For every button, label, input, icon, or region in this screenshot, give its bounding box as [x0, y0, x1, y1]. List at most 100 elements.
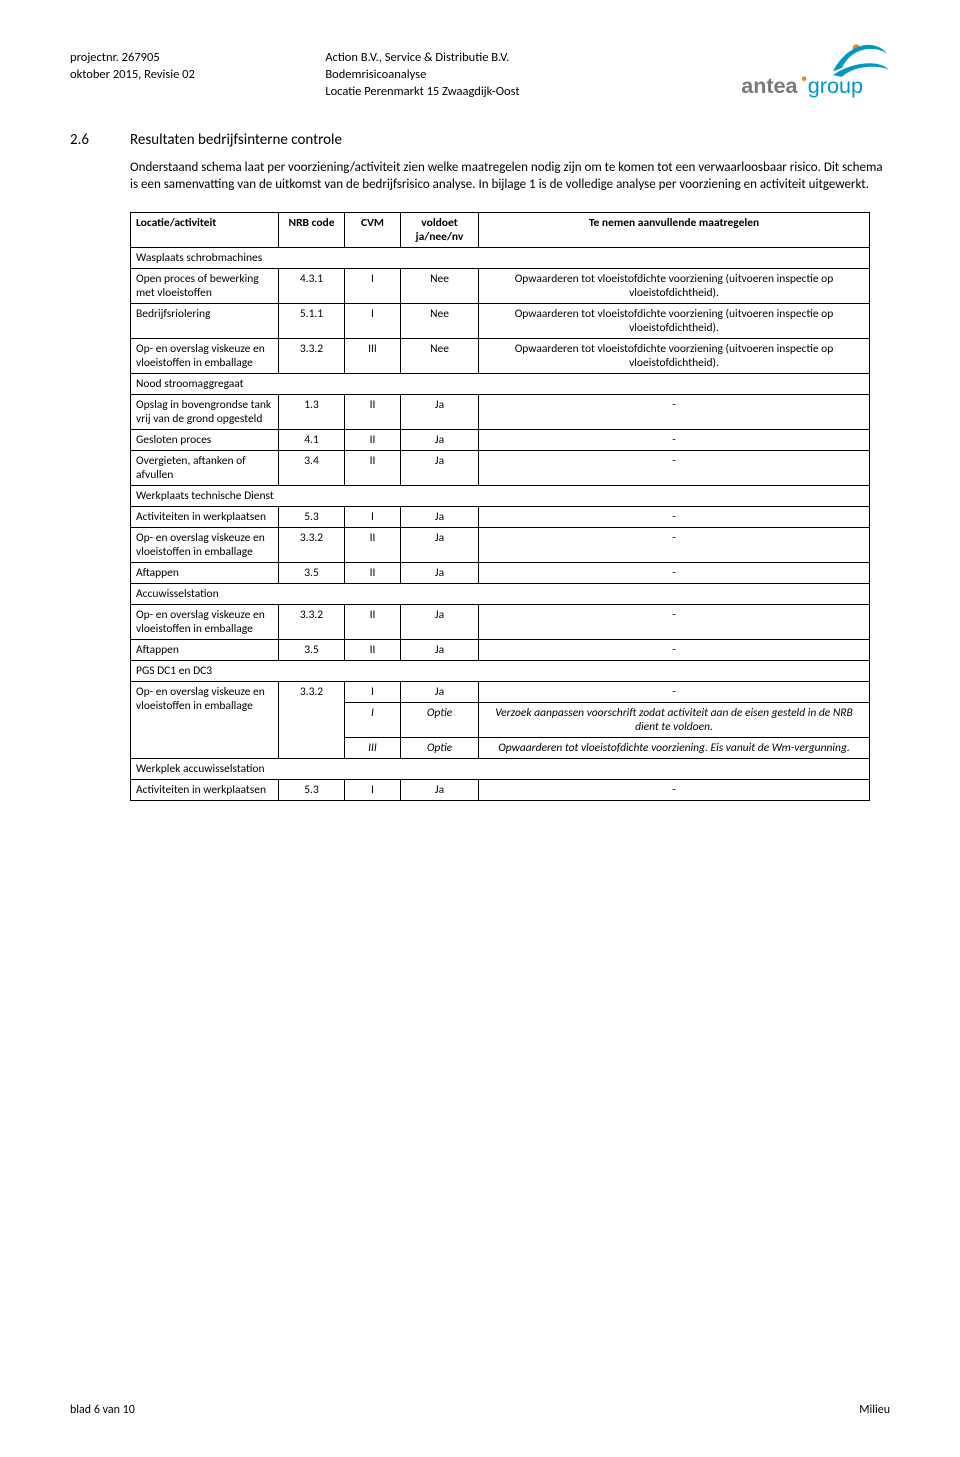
- cell-voldoet: Ja: [401, 450, 479, 485]
- cell-cvm: I: [345, 681, 401, 702]
- col-cvm: CVM: [345, 212, 401, 247]
- cell-voldoet: Nee: [401, 338, 479, 373]
- cell-cvm: III: [345, 338, 401, 373]
- results-table: Locatie/activiteit NRB code CVM voldoet …: [130, 212, 870, 801]
- col-voldoet: voldoet ja/nee/nv: [401, 212, 479, 247]
- cell-activiteit: Overgieten, aftanken of afvullen: [131, 450, 279, 485]
- cell-activiteit: Gesloten proces: [131, 429, 279, 450]
- cell-maatregelen: -: [479, 394, 870, 429]
- table-row: Op- en overslag viskeuze en vloeistoffen…: [131, 681, 870, 702]
- cell-voldoet: Ja: [401, 681, 479, 702]
- cell-voldoet: Ja: [401, 562, 479, 583]
- location: Locatie Perenmarkt 15 Zwaagdijk-Oost: [325, 84, 519, 101]
- table-row: Op- en overslag viskeuze en vloeistoffen…: [131, 527, 870, 562]
- cell-activiteit: Aftappen: [131, 562, 279, 583]
- table-group-header: Werkplek accuwisselstation: [131, 758, 870, 779]
- table-row: Aftappen3.5IIJa-: [131, 562, 870, 583]
- cell-nrb: 3.3.2: [279, 604, 345, 639]
- cell-voldoet: Nee: [401, 268, 479, 303]
- cell-maatregelen: -: [479, 450, 870, 485]
- cell-activiteit: Aftappen: [131, 639, 279, 660]
- cell-cvm: II: [345, 429, 401, 450]
- cell-nrb: 3.3.2: [279, 527, 345, 562]
- cell-maatregelen: -: [479, 779, 870, 800]
- cell-nrb: 5.1.1: [279, 303, 345, 338]
- cell-cvm: I: [345, 702, 401, 737]
- cell-nrb: 3.4: [279, 450, 345, 485]
- cell-activiteit: Op- en overslag viskeuze en vloeistoffen…: [131, 527, 279, 562]
- cell-voldoet: Ja: [401, 639, 479, 660]
- section-heading: 2.6 Resultaten bedrijfsinterne controle: [70, 131, 890, 149]
- table-group-header: Accuwisselstation: [131, 583, 870, 604]
- cell-cvm: I: [345, 506, 401, 527]
- footer-right: Milieu: [859, 1403, 890, 1417]
- cell-cvm: II: [345, 562, 401, 583]
- cell-cvm: I: [345, 779, 401, 800]
- table-row: Gesloten proces4.1IIJa-: [131, 429, 870, 450]
- group-title: PGS DC1 en DC3: [131, 660, 870, 681]
- svg-text:antea: antea: [741, 73, 798, 98]
- cell-voldoet: Ja: [401, 779, 479, 800]
- header-left: projectnr. 267905 oktober 2015, Revisie …: [70, 50, 195, 101]
- cell-activiteit: Activiteiten in werkplaatsen: [131, 779, 279, 800]
- footer-page: blad 6 van 10: [70, 1403, 135, 1417]
- project-nr: projectnr. 267905: [70, 50, 195, 67]
- table-row: Activiteiten in werkplaatsen5.3IJa-: [131, 779, 870, 800]
- table-group-header: Nood stroomaggregaat: [131, 373, 870, 394]
- cell-maatregelen: -: [479, 527, 870, 562]
- cell-cvm: II: [345, 639, 401, 660]
- cell-nrb: 3.5: [279, 639, 345, 660]
- cell-activiteit: Open proces of bewerking met vloeistoffe…: [131, 268, 279, 303]
- cell-cvm: II: [345, 604, 401, 639]
- cell-cvm: I: [345, 268, 401, 303]
- cell-cvm: I: [345, 303, 401, 338]
- page-footer: blad 6 van 10 Milieu: [70, 1403, 890, 1417]
- group-title: Werkplek accuwisselstation: [131, 758, 870, 779]
- intro-paragraph: Onderstaand schema laat per voorziening/…: [130, 159, 890, 194]
- col-locatie: Locatie/activiteit: [131, 212, 279, 247]
- revision: oktober 2015, Revisie 02: [70, 67, 195, 84]
- cell-activiteit: Bedrijfsriolering: [131, 303, 279, 338]
- table-row: Bedrijfsriolering5.1.1INeeOpwaarderen to…: [131, 303, 870, 338]
- doc-type: Bodemrisicoanalyse: [325, 67, 519, 84]
- cell-nrb: 3.5: [279, 562, 345, 583]
- cell-maatregelen: -: [479, 604, 870, 639]
- cell-maatregelen: Opwaarderen tot vloeistofdichte voorzien…: [479, 338, 870, 373]
- col-maatregelen: Te nemen aanvullende maatregelen: [479, 212, 870, 247]
- antea-group-logo: antea group: [725, 28, 905, 110]
- cell-nrb: 4.1: [279, 429, 345, 450]
- cell-cvm: II: [345, 527, 401, 562]
- cell-maatregelen: Opwaarderen tot vloeistofdichte voorzien…: [479, 303, 870, 338]
- table-row: Activiteiten in werkplaatsen5.3IJa-: [131, 506, 870, 527]
- table-group-header: PGS DC1 en DC3: [131, 660, 870, 681]
- cell-voldoet: Optie: [401, 702, 479, 737]
- group-title: Werkplaats technische Dienst: [131, 485, 870, 506]
- client: Action B.V., Service & Distributie B.V.: [325, 50, 519, 67]
- cell-voldoet: Optie: [401, 737, 479, 758]
- svg-text:group: group: [808, 73, 863, 98]
- cell-activiteit: Activiteiten in werkplaatsen: [131, 506, 279, 527]
- table-header-row: Locatie/activiteit NRB code CVM voldoet …: [131, 212, 870, 247]
- cell-voldoet: Nee: [401, 303, 479, 338]
- cell-cvm: III: [345, 737, 401, 758]
- cell-cvm: II: [345, 450, 401, 485]
- table-row: Open proces of bewerking met vloeistoffe…: [131, 268, 870, 303]
- cell-maatregelen: -: [479, 429, 870, 450]
- col-nrb: NRB code: [279, 212, 345, 247]
- group-title: Wasplaats schrobmachines: [131, 247, 870, 268]
- cell-activiteit: Op- en overslag viskeuze en vloeistoffen…: [131, 604, 279, 639]
- cell-nrb: 3.3.2: [279, 681, 345, 758]
- cell-nrb: 4.3.1: [279, 268, 345, 303]
- cell-nrb: 1.3: [279, 394, 345, 429]
- cell-voldoet: Ja: [401, 394, 479, 429]
- table-row: Aftappen3.5IIJa-: [131, 639, 870, 660]
- cell-maatregelen: -: [479, 639, 870, 660]
- section-number: 2.6: [70, 131, 130, 149]
- section-title: Resultaten bedrijfsinterne controle: [130, 131, 342, 149]
- group-title: Accuwisselstation: [131, 583, 870, 604]
- cell-voldoet: Ja: [401, 506, 479, 527]
- table-row: Op- en overslag viskeuze en vloeistoffen…: [131, 338, 870, 373]
- cell-maatregelen: Verzoek aanpassen voorschrift zodat acti…: [479, 702, 870, 737]
- cell-voldoet: Ja: [401, 604, 479, 639]
- cell-voldoet: Ja: [401, 527, 479, 562]
